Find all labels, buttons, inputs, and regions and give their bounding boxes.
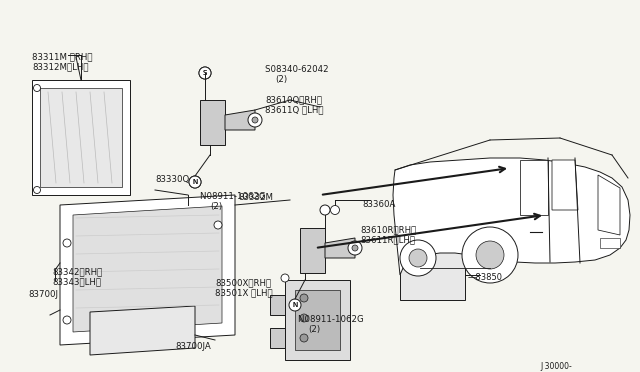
Circle shape: [320, 205, 330, 215]
Text: 83610Q〈RH〉: 83610Q〈RH〉: [265, 95, 322, 104]
Polygon shape: [270, 295, 285, 315]
Circle shape: [252, 117, 258, 123]
Text: N: N: [193, 179, 198, 185]
Text: 83343〈LH〉: 83343〈LH〉: [52, 277, 101, 286]
Circle shape: [330, 205, 339, 215]
Text: 83611Q 〈LH〉: 83611Q 〈LH〉: [265, 105, 323, 114]
Polygon shape: [200, 100, 225, 145]
Circle shape: [348, 241, 362, 255]
Text: 83330Q: 83330Q: [155, 175, 189, 184]
Polygon shape: [225, 110, 255, 130]
Text: S: S: [203, 70, 207, 76]
Text: 83311M 〈RH〉: 83311M 〈RH〉: [32, 52, 93, 61]
Circle shape: [63, 316, 71, 324]
Text: —83850: —83850: [468, 273, 503, 282]
Polygon shape: [600, 238, 620, 248]
Circle shape: [300, 314, 308, 322]
Circle shape: [300, 334, 308, 342]
Circle shape: [33, 84, 40, 92]
Polygon shape: [520, 160, 548, 215]
Circle shape: [248, 113, 262, 127]
Text: J 30000-: J 30000-: [540, 362, 572, 371]
Text: (2): (2): [210, 202, 222, 211]
Polygon shape: [393, 158, 630, 275]
Circle shape: [63, 239, 71, 247]
Circle shape: [214, 221, 222, 229]
Text: 83332M: 83332M: [238, 193, 273, 202]
Polygon shape: [73, 206, 222, 332]
Polygon shape: [285, 280, 350, 360]
Polygon shape: [60, 195, 235, 345]
Circle shape: [189, 176, 201, 188]
Polygon shape: [90, 306, 195, 355]
Circle shape: [289, 299, 301, 311]
Circle shape: [199, 67, 211, 79]
Text: (2): (2): [275, 75, 287, 84]
Circle shape: [400, 240, 436, 276]
Text: N: N: [193, 179, 198, 185]
Text: 83342〈RH〉: 83342〈RH〉: [52, 267, 102, 276]
Text: 83312M〈LH〉: 83312M〈LH〉: [32, 62, 88, 71]
Text: S: S: [203, 70, 207, 76]
Polygon shape: [32, 80, 130, 195]
Text: N: N: [292, 302, 298, 308]
Polygon shape: [598, 175, 620, 235]
Text: 83610R〈RH〉: 83610R〈RH〉: [360, 225, 416, 234]
Polygon shape: [270, 328, 285, 348]
Circle shape: [189, 176, 201, 188]
Text: 83501X 〈LH〉: 83501X 〈LH〉: [215, 288, 273, 297]
Circle shape: [300, 294, 308, 302]
Circle shape: [33, 186, 40, 193]
Text: 83611R〈LH〉: 83611R〈LH〉: [360, 235, 415, 244]
Circle shape: [462, 227, 518, 283]
Text: N​08911-1062G: N​08911-1062G: [298, 315, 364, 324]
Polygon shape: [325, 238, 355, 258]
Text: (2): (2): [308, 325, 320, 334]
Circle shape: [281, 274, 289, 282]
Polygon shape: [400, 248, 465, 300]
Circle shape: [476, 241, 504, 269]
Circle shape: [352, 245, 358, 251]
Text: S​08340-62042: S​08340-62042: [265, 65, 328, 74]
Polygon shape: [552, 160, 578, 210]
Text: N: N: [292, 302, 298, 308]
Circle shape: [199, 67, 211, 79]
Polygon shape: [40, 88, 122, 187]
Text: 83700JA: 83700JA: [175, 342, 211, 351]
Text: 83500X〈RH〉: 83500X〈RH〉: [215, 278, 271, 287]
Polygon shape: [295, 290, 340, 350]
Polygon shape: [300, 228, 325, 273]
Text: N​08911-1062G: N​08911-1062G: [200, 192, 266, 201]
Circle shape: [289, 299, 301, 311]
Text: 83360A: 83360A: [362, 200, 396, 209]
Text: 83700J: 83700J: [28, 290, 58, 299]
Circle shape: [409, 249, 427, 267]
